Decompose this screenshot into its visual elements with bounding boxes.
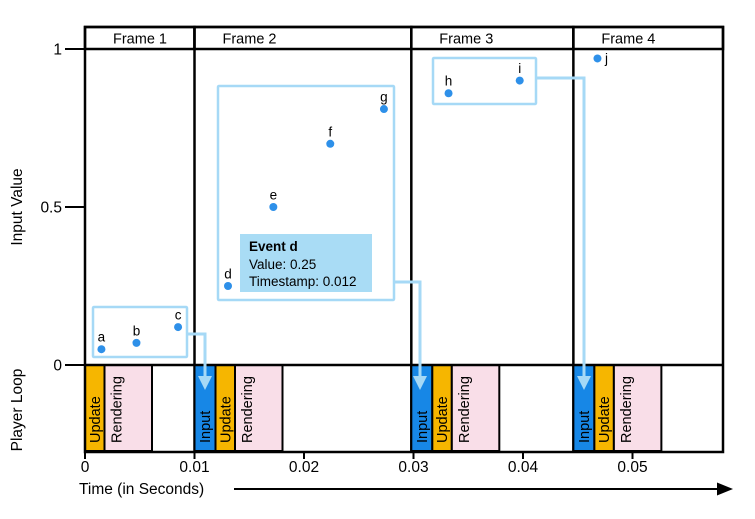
tooltip-title: Event d	[249, 239, 298, 254]
event-group-box-2	[216, 84, 396, 302]
rendering-bar-label: Rendering	[457, 376, 473, 443]
connector-arrowhead-1	[198, 376, 212, 390]
group-connector-1	[187, 332, 207, 377]
update-bar-label: Update	[435, 396, 451, 443]
x-tick-label: 0.04	[508, 459, 539, 476]
y-tick-label: 0.5	[40, 200, 62, 217]
connector-arrowhead-3	[577, 376, 591, 390]
data-point-f	[326, 139, 335, 148]
point-label-g: g	[380, 90, 388, 105]
point-label-j: j	[604, 51, 608, 66]
rendering-bar-label: Rendering	[110, 376, 126, 443]
rendering-bar-label: Rendering	[240, 376, 256, 443]
data-points-layer: a b c d e f g h i j	[97, 51, 608, 354]
data-point-j	[593, 54, 602, 63]
point-label-a: a	[98, 330, 106, 345]
connector-arrowhead-2	[413, 376, 427, 390]
plot-border	[83, 25, 725, 454]
data-point-a	[97, 345, 106, 354]
player-loop-title: Player Loop	[9, 369, 26, 452]
point-label-f: f	[328, 124, 332, 139]
data-point-d	[224, 282, 232, 290]
frame-label: Frame 2	[223, 31, 277, 47]
event-group-boxes-layer	[91, 56, 538, 359]
point-label-d: d	[224, 267, 232, 282]
event-tooltip: Event d Value: 0.25 Timestamp: 0.012	[240, 234, 372, 292]
rendering-bar	[612, 364, 663, 452]
frame-label: Frame 1	[113, 31, 167, 47]
point-label-i: i	[518, 61, 521, 76]
x-tick-label: 0.03	[398, 459, 428, 476]
event-group-box-3	[431, 56, 538, 106]
group-connector-3	[536, 76, 586, 377]
rendering-bar-label: Rendering	[619, 376, 635, 443]
x-tick-label: 0.02	[289, 459, 319, 476]
connectors-layer	[187, 76, 591, 390]
player-loop-bars-layer: Update Rendering Input Update Rendering Input…	[84, 364, 663, 452]
y-tick-label: 0	[53, 358, 62, 375]
tooltip-timestamp-line: Timestamp: 0.012	[249, 274, 357, 289]
update-bar-label: Update	[218, 396, 234, 443]
rendering-bar	[103, 364, 153, 452]
data-point-i	[515, 76, 524, 85]
data-point-c	[174, 323, 183, 332]
time-axis-arrow-head	[717, 482, 733, 496]
input-bar-label: Input	[198, 411, 214, 443]
input-bar-label: Input	[415, 411, 431, 443]
point-label-b: b	[133, 323, 141, 338]
input-bar-label: Input	[577, 411, 593, 443]
event-group-box-1	[91, 305, 189, 359]
update-bar-label: Update	[88, 396, 104, 443]
point-label-c: c	[175, 308, 182, 323]
point-label-e: e	[270, 188, 278, 203]
update-bar-label: Update	[597, 396, 613, 443]
x-axis-title: Time (in Seconds)	[79, 481, 204, 498]
y-axis-title: Input Value	[9, 168, 26, 245]
data-point-e	[269, 203, 278, 211]
data-point-g	[379, 105, 388, 114]
data-point-b	[132, 338, 141, 347]
data-point-h	[444, 89, 453, 98]
x-tick-label: 0	[81, 459, 90, 476]
x-tick-label: 0.05	[617, 459, 647, 476]
static-layer: Input Value Player Loop Time (in Seconds…	[9, 168, 733, 498]
group-connector-2	[394, 280, 422, 377]
tooltip-value-line: Value: 0.25	[249, 256, 317, 272]
y-tick-label: 1	[53, 42, 62, 59]
point-label-h: h	[445, 74, 453, 89]
x-tick-label: 0.01	[179, 459, 209, 476]
frame-label: Frame 3	[439, 31, 493, 47]
frame-label: Frame 4	[601, 31, 655, 47]
axes-layer: 1 0.5 0 0 0.01 0.02 0.03 0.04 0.05	[40, 25, 725, 476]
